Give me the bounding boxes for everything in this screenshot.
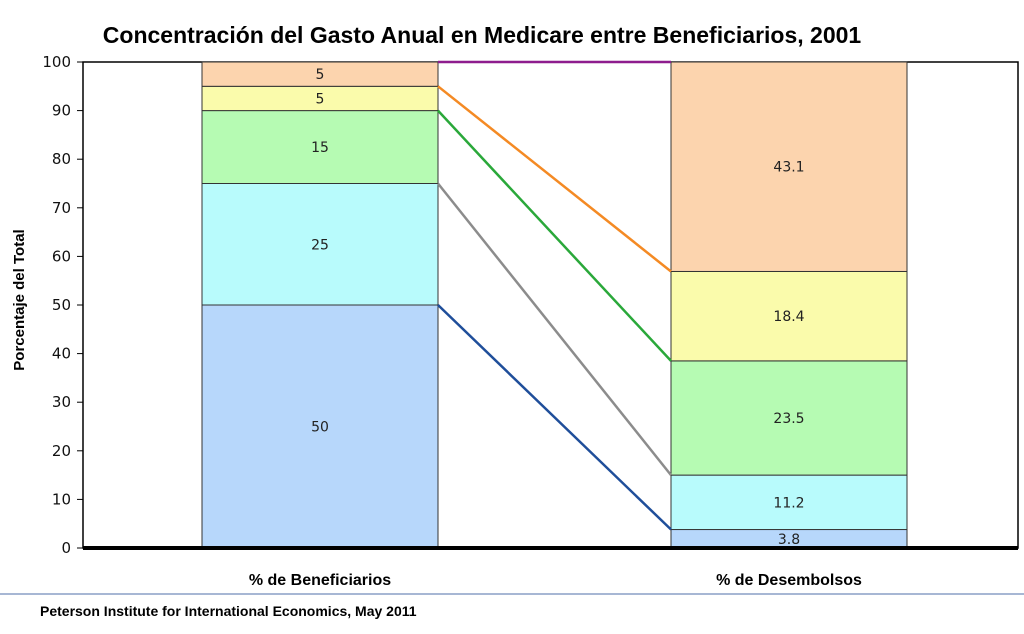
data-label: 50 xyxy=(311,420,329,436)
y-axis-label: Porcentaje del Total xyxy=(11,229,28,370)
y-tick-label: 70 xyxy=(52,199,71,217)
data-label: 18.4 xyxy=(773,309,804,325)
bar-segment xyxy=(201,183,439,306)
y-tick-label: 80 xyxy=(52,150,71,168)
bar-segment xyxy=(670,61,908,272)
y-tick-label: 100 xyxy=(42,53,71,71)
y-tick-label: 90 xyxy=(52,102,71,120)
x-tick-label: % de Beneficiarios xyxy=(249,572,391,589)
plot-area: 0 10 20 30 40 50 60 70 80 90 100 50 25 15 5 5 % de Benef… xyxy=(42,53,1019,589)
connector-line xyxy=(437,85,672,273)
x-tick-label: % de Desembolsos xyxy=(716,572,862,589)
source-note: Peterson Institute for International Eco… xyxy=(40,603,417,619)
data-label: 5 xyxy=(316,67,325,83)
data-label: 3.8 xyxy=(778,532,800,548)
y-tick-label: 20 xyxy=(52,442,71,460)
chart-title: Concentración del Gasto Anual en Medicar… xyxy=(103,22,862,48)
connector-line xyxy=(437,182,672,476)
y-tick-label: 50 xyxy=(52,296,71,314)
y-tick-label: 60 xyxy=(52,247,71,265)
y-tick-label: 40 xyxy=(52,345,71,363)
y-tick-label: 30 xyxy=(52,393,71,411)
bar-segment xyxy=(201,110,439,184)
bar-segment xyxy=(201,85,439,112)
data-label: 25 xyxy=(311,237,329,253)
data-label: 43.1 xyxy=(773,160,804,176)
connector-line xyxy=(437,304,672,531)
data-label: 23.5 xyxy=(773,411,804,427)
bar-segment xyxy=(670,360,908,476)
bar-segment xyxy=(670,474,908,531)
bar-segment xyxy=(201,61,439,87)
data-label: 15 xyxy=(311,140,329,156)
data-label: 11.2 xyxy=(773,495,804,511)
bar-segment xyxy=(201,304,439,549)
data-label: 5 xyxy=(316,91,325,107)
bar-segment xyxy=(670,270,908,362)
connector-line xyxy=(437,109,672,362)
y-tick-label: 0 xyxy=(61,539,71,557)
y-tick-label: 10 xyxy=(52,490,71,508)
